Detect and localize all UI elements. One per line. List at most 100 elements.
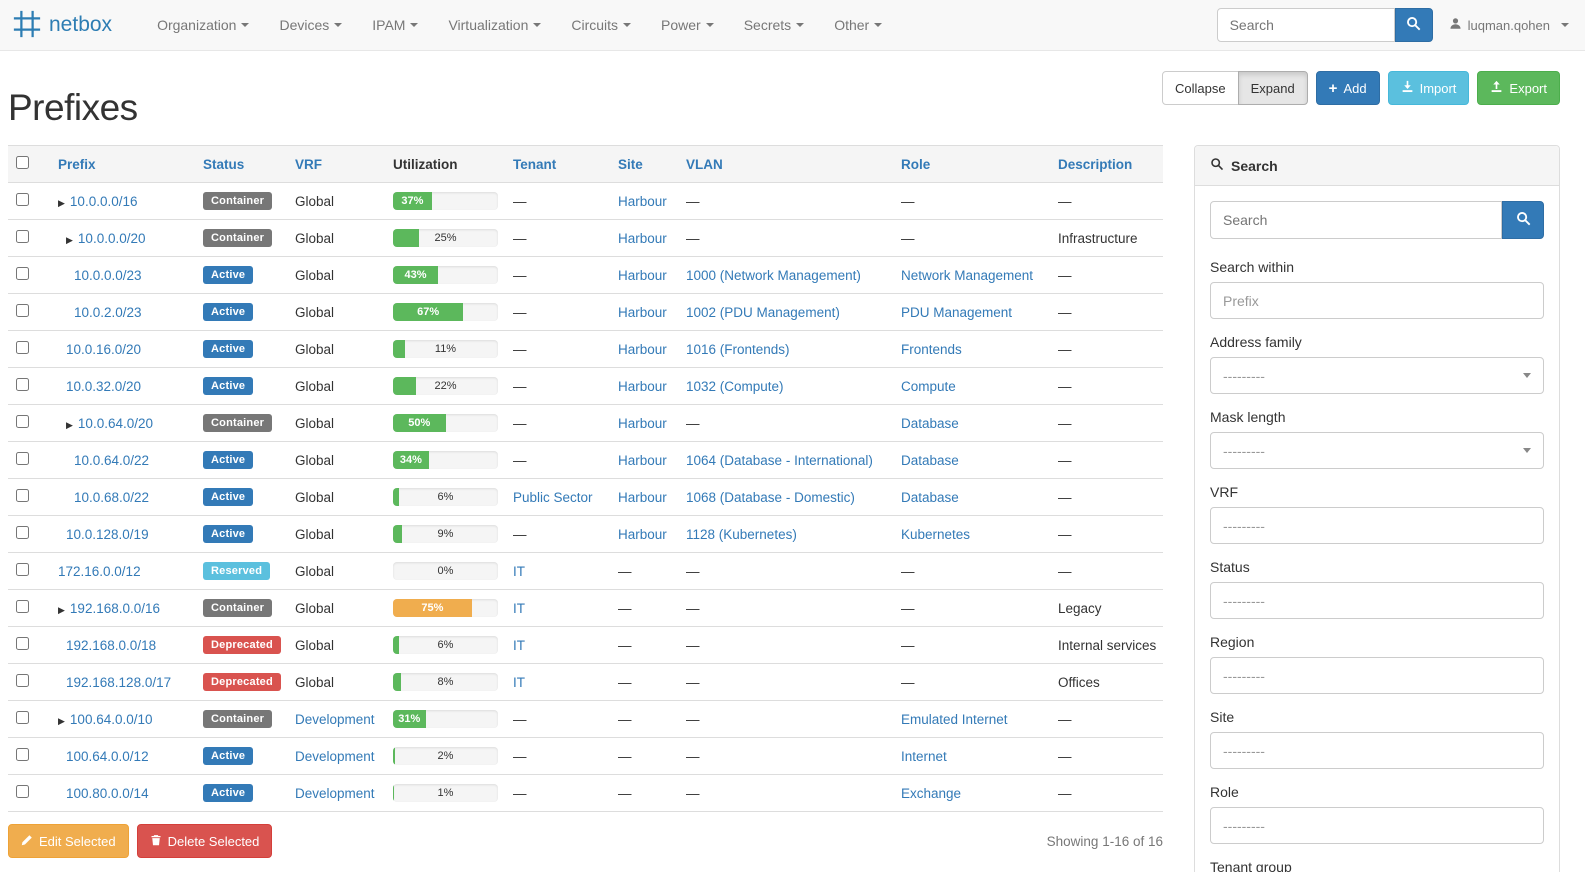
export-button[interactable]: Export bbox=[1477, 71, 1560, 105]
expand-button[interactable]: Expand bbox=[1237, 71, 1308, 105]
prefix-link[interactable]: 10.0.68.0/22 bbox=[74, 489, 150, 505]
role-link[interactable]: Internet bbox=[901, 748, 947, 764]
vlan-link[interactable]: 1002 (PDU Management) bbox=[686, 304, 840, 320]
netbox-brand[interactable]: netbox bbox=[0, 9, 124, 42]
prefix-link[interactable]: 10.0.16.0/20 bbox=[66, 341, 142, 357]
row-checkbox[interactable] bbox=[16, 674, 29, 687]
collapse-button[interactable]: Collapse bbox=[1161, 71, 1239, 105]
expand-arrow-icon[interactable]: ▶ bbox=[66, 419, 73, 430]
prefix-link[interactable]: 10.0.128.0/19 bbox=[66, 526, 149, 542]
prefix-link[interactable]: 10.0.0.0/16 bbox=[69, 193, 138, 209]
column-sort-link[interactable]: Prefix bbox=[58, 156, 96, 172]
row-checkbox[interactable] bbox=[16, 415, 29, 428]
prefix-link[interactable]: 10.0.0.0/20 bbox=[77, 230, 146, 246]
nav-menu-circuits[interactable]: Circuits bbox=[556, 0, 646, 50]
expand-arrow-icon[interactable]: ▶ bbox=[66, 234, 73, 245]
filter-select-role[interactable]: --------- bbox=[1210, 807, 1544, 844]
select-all-checkbox[interactable] bbox=[16, 156, 29, 169]
expand-arrow-icon[interactable]: ▶ bbox=[58, 604, 65, 615]
expand-arrow-icon[interactable]: ▶ bbox=[58, 197, 65, 208]
sidebar-search-input[interactable] bbox=[1210, 201, 1502, 239]
column-sort-link[interactable]: VRF bbox=[295, 156, 322, 172]
role-link[interactable]: Database bbox=[901, 415, 959, 431]
role-link[interactable]: Database bbox=[901, 489, 959, 505]
site-link[interactable]: Harbour bbox=[618, 526, 667, 542]
tenant-link[interactable]: IT bbox=[513, 563, 525, 579]
site-link[interactable]: Harbour bbox=[618, 267, 667, 283]
prefix-link[interactable]: 100.80.0.0/14 bbox=[66, 785, 149, 801]
role-link[interactable]: Compute bbox=[901, 378, 956, 394]
row-checkbox[interactable] bbox=[16, 230, 29, 243]
row-checkbox[interactable] bbox=[16, 452, 29, 465]
row-checkbox[interactable] bbox=[16, 304, 29, 317]
sidebar-search-button[interactable] bbox=[1502, 201, 1544, 239]
column-sort-link[interactable]: Role bbox=[901, 156, 931, 172]
row-checkbox[interactable] bbox=[16, 600, 29, 613]
prefix-link[interactable]: 100.64.0.0/12 bbox=[66, 748, 149, 764]
role-link[interactable]: PDU Management bbox=[901, 304, 1013, 320]
column-sort-link[interactable]: Site bbox=[618, 156, 643, 172]
delete-selected-button[interactable]: Delete Selected bbox=[136, 824, 273, 858]
navbar-search-input[interactable] bbox=[1216, 8, 1395, 42]
prefix-link[interactable]: 10.0.64.0/20 bbox=[77, 415, 153, 431]
role-link[interactable]: Exchange bbox=[901, 785, 962, 801]
prefix-link[interactable]: 192.168.128.0/17 bbox=[66, 674, 172, 690]
row-checkbox[interactable] bbox=[16, 563, 29, 576]
navbar-search-button[interactable] bbox=[1394, 8, 1433, 42]
site-link[interactable]: Harbour bbox=[618, 415, 667, 431]
row-checkbox[interactable] bbox=[16, 193, 29, 206]
nav-menu-other[interactable]: Other bbox=[819, 0, 897, 50]
prefix-link[interactable]: 192.168.0.0/18 bbox=[66, 637, 157, 653]
filter-select-vrf[interactable]: --------- bbox=[1210, 507, 1544, 544]
tenant-link[interactable]: IT bbox=[513, 637, 525, 653]
user-menu[interactable]: luqman.qohen bbox=[1449, 17, 1569, 33]
filter-input-search-within[interactable] bbox=[1210, 282, 1544, 319]
site-link[interactable]: Harbour bbox=[618, 230, 667, 246]
prefix-link[interactable]: 192.168.0.0/16 bbox=[69, 600, 161, 616]
row-checkbox[interactable] bbox=[16, 637, 29, 650]
prefix-link[interactable]: 172.16.0.0/12 bbox=[58, 563, 141, 579]
row-checkbox[interactable] bbox=[16, 489, 29, 502]
prefix-link[interactable]: 10.0.32.0/20 bbox=[66, 378, 142, 394]
nav-menu-virtualization[interactable]: Virtualization bbox=[433, 0, 556, 50]
row-checkbox[interactable] bbox=[16, 526, 29, 539]
expand-arrow-icon[interactable]: ▶ bbox=[58, 715, 65, 726]
vlan-link[interactable]: 1000 (Network Management) bbox=[686, 267, 861, 283]
site-link[interactable]: Harbour bbox=[618, 452, 667, 468]
site-link[interactable]: Harbour bbox=[618, 341, 667, 357]
vlan-link[interactable]: 1128 (Kubernetes) bbox=[686, 526, 797, 542]
nav-menu-power[interactable]: Power bbox=[646, 0, 729, 50]
tenant-link[interactable]: Public Sector bbox=[513, 489, 593, 505]
column-sort-link[interactable]: Status bbox=[203, 156, 245, 172]
row-checkbox[interactable] bbox=[16, 378, 29, 391]
filter-select-site[interactable]: --------- bbox=[1210, 732, 1544, 769]
prefix-link[interactable]: 10.0.64.0/22 bbox=[74, 452, 150, 468]
nav-menu-devices[interactable]: Devices bbox=[264, 0, 357, 50]
prefix-link[interactable]: 10.0.0.0/23 bbox=[74, 267, 142, 283]
filter-select-address-family[interactable]: --------- bbox=[1210, 357, 1544, 394]
row-checkbox[interactable] bbox=[16, 267, 29, 280]
site-link[interactable]: Harbour bbox=[618, 378, 667, 394]
site-link[interactable]: Harbour bbox=[618, 304, 667, 320]
filter-select-mask-length[interactable]: --------- bbox=[1210, 432, 1544, 469]
tenant-link[interactable]: IT bbox=[513, 600, 525, 616]
column-sort-link[interactable]: VLAN bbox=[686, 156, 723, 172]
prefix-link[interactable]: 10.0.2.0/23 bbox=[74, 304, 142, 320]
role-link[interactable]: Frontends bbox=[901, 341, 962, 357]
column-sort-link[interactable]: Description bbox=[1058, 156, 1133, 172]
tenant-link[interactable]: IT bbox=[513, 674, 525, 690]
vrf-link[interactable]: Development bbox=[295, 748, 375, 764]
vlan-link[interactable]: 1064 (Database - International) bbox=[686, 452, 873, 468]
role-link[interactable]: Kubernetes bbox=[901, 526, 971, 542]
role-link[interactable]: Emulated Internet bbox=[901, 711, 1008, 727]
nav-menu-organization[interactable]: Organization bbox=[142, 0, 264, 50]
site-link[interactable]: Harbour bbox=[618, 193, 667, 209]
import-button[interactable]: Import bbox=[1387, 71, 1470, 105]
filter-select-status[interactable]: --------- bbox=[1210, 582, 1544, 619]
add-button[interactable]: + Add bbox=[1315, 71, 1380, 105]
prefix-link[interactable]: 100.64.0.0/10 bbox=[69, 711, 153, 727]
row-checkbox[interactable] bbox=[16, 785, 29, 798]
column-sort-link[interactable]: Tenant bbox=[513, 156, 557, 172]
nav-menu-secrets[interactable]: Secrets bbox=[729, 0, 819, 50]
filter-select-region[interactable]: --------- bbox=[1210, 657, 1544, 694]
